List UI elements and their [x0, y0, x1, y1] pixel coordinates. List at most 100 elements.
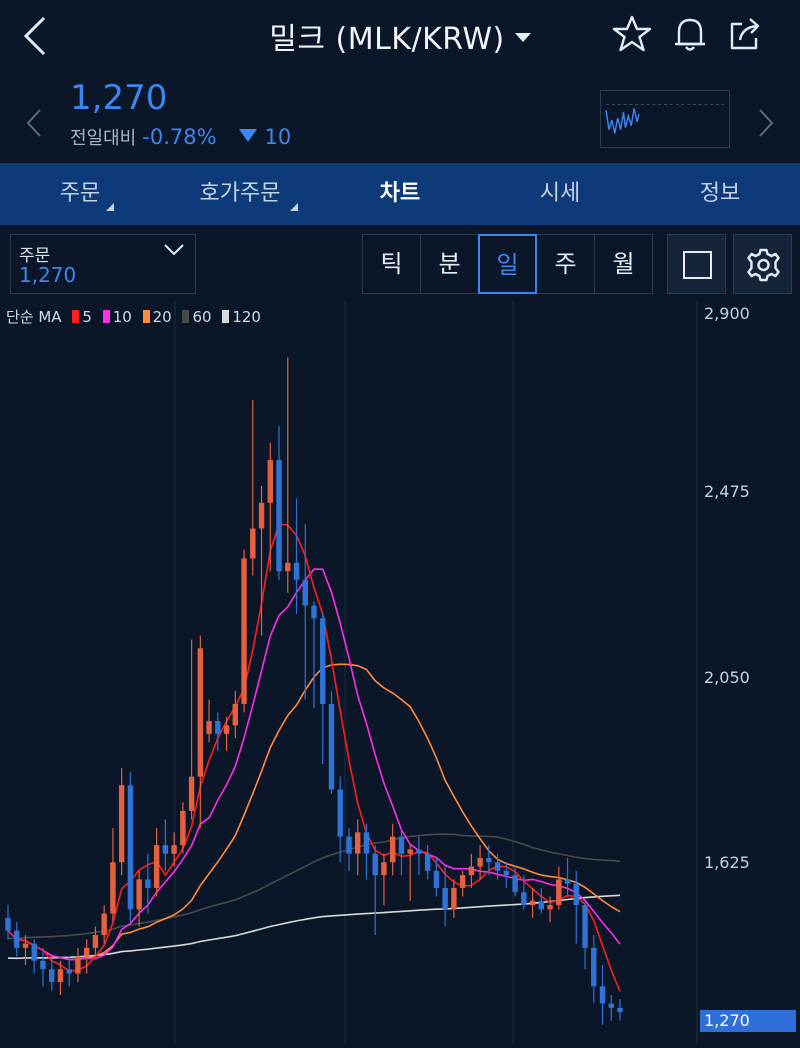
candle[interactable] — [582, 900, 588, 970]
candle[interactable] — [101, 905, 107, 944]
chevron-down-icon[interactable] — [163, 243, 185, 257]
candle[interactable] — [49, 956, 55, 991]
mini-chart[interactable] — [600, 90, 730, 148]
candle[interactable] — [381, 853, 387, 906]
candle[interactable] — [92, 926, 99, 957]
candle[interactable] — [285, 357, 291, 593]
candle[interactable] — [110, 828, 116, 923]
candle[interactable] — [424, 845, 431, 880]
candle[interactable] — [22, 935, 29, 965]
candle[interactable] — [451, 879, 457, 918]
candle[interactable] — [153, 828, 160, 897]
candle[interactable] — [416, 836, 422, 876]
candle[interactable] — [83, 939, 90, 974]
candle[interactable] — [118, 768, 125, 876]
candle[interactable] — [206, 699, 212, 743]
fullscreen-button[interactable] — [667, 234, 726, 294]
next-market-chevron-icon[interactable] — [756, 108, 776, 138]
candle[interactable] — [302, 524, 308, 700]
bell-icon[interactable] — [670, 14, 710, 54]
candle[interactable] — [337, 776, 343, 863]
share-icon[interactable] — [726, 14, 766, 54]
candle[interactable] — [398, 828, 405, 876]
candle[interactable] — [258, 485, 265, 636]
candle[interactable] — [232, 691, 239, 739]
candle[interactable] — [188, 639, 195, 820]
candle[interactable] — [547, 896, 553, 923]
tab-hoga-order[interactable]: 호가주문 — [180, 163, 300, 225]
candle[interactable] — [521, 875, 527, 910]
candle[interactable] — [171, 832, 177, 867]
candle[interactable] — [197, 635, 204, 829]
candle[interactable] — [180, 802, 186, 854]
candle[interactable] — [372, 845, 378, 936]
candle[interactable] — [346, 828, 352, 871]
candle[interactable] — [328, 691, 335, 794]
candle[interactable] — [494, 853, 501, 880]
candle-body — [101, 913, 107, 936]
candle[interactable] — [617, 999, 623, 1021]
candle[interactable] — [75, 947, 81, 983]
candle[interactable] — [433, 858, 440, 897]
period-tick-button[interactable]: 틱 — [362, 234, 421, 294]
candle[interactable] — [215, 712, 221, 752]
candle[interactable] — [355, 819, 361, 876]
candle[interactable] — [293, 498, 300, 615]
period-day-button[interactable]: 일 — [478, 234, 537, 294]
candle[interactable] — [468, 853, 475, 888]
candle[interactable] — [5, 905, 11, 940]
candle[interactable] — [503, 862, 510, 888]
candle[interactable] — [608, 994, 614, 1021]
order-dropdown-label: 주문 — [19, 246, 51, 266]
candle[interactable] — [31, 939, 37, 974]
chart-canvas[interactable] — [0, 302, 800, 1044]
candle[interactable] — [442, 866, 448, 927]
settings-button[interactable] — [733, 234, 792, 294]
candle[interactable] — [486, 845, 492, 876]
candle[interactable] — [66, 956, 72, 987]
candle[interactable] — [136, 870, 142, 927]
candle[interactable] — [512, 866, 518, 897]
candle[interactable] — [599, 964, 606, 1025]
back-chevron-icon[interactable] — [18, 14, 58, 58]
candle[interactable] — [529, 887, 536, 918]
candle[interactable] — [564, 858, 571, 897]
candle[interactable] — [14, 922, 20, 957]
period-month-button[interactable]: 월 — [594, 234, 653, 294]
star-icon[interactable] — [612, 14, 652, 54]
candle[interactable] — [241, 549, 247, 713]
candle[interactable] — [556, 866, 562, 910]
candle[interactable] — [127, 772, 134, 923]
market-title-text[interactable]: 밀크 (MLK/KRW) — [269, 22, 505, 57]
tab-chart[interactable]: 차트 — [355, 163, 445, 225]
tab-order[interactable]: 주문 — [40, 163, 120, 225]
candle[interactable] — [162, 819, 169, 871]
candle[interactable] — [407, 845, 413, 901]
market-title[interactable]: 밀크 (MLK/KRW) — [0, 14, 800, 58]
candle[interactable] — [311, 601, 317, 709]
candle[interactable] — [320, 614, 326, 764]
candle[interactable] — [267, 442, 273, 572]
period-minute-button[interactable]: 분 — [420, 234, 479, 294]
candle[interactable] — [223, 716, 230, 752]
candlestick-chart[interactable]: 단순 MA 5 10 20 60 120 2,900 2,475 2,050 1… — [0, 302, 800, 1044]
candle[interactable] — [276, 425, 282, 580]
candle[interactable] — [459, 870, 466, 897]
candle[interactable] — [145, 853, 151, 914]
prev-market-chevron-icon[interactable] — [24, 108, 44, 138]
period-week-button[interactable]: 주 — [536, 234, 595, 294]
tab-info[interactable]: 정보 — [675, 163, 765, 225]
candle[interactable] — [40, 947, 46, 987]
ma10-line — [7, 568, 621, 961]
order-dropdown[interactable]: 주문 1,270 — [10, 234, 196, 294]
candle[interactable] — [573, 870, 579, 944]
candle[interactable] — [389, 823, 396, 876]
candle[interactable] — [250, 400, 256, 576]
candle[interactable] — [538, 887, 545, 914]
title-dropdown-caret-icon[interactable] — [514, 33, 531, 42]
tab-quotes[interactable]: 시세 — [515, 163, 605, 225]
candle[interactable] — [57, 960, 64, 995]
candle[interactable] — [363, 823, 370, 880]
candle[interactable] — [477, 845, 483, 880]
candle[interactable] — [591, 935, 597, 1004]
